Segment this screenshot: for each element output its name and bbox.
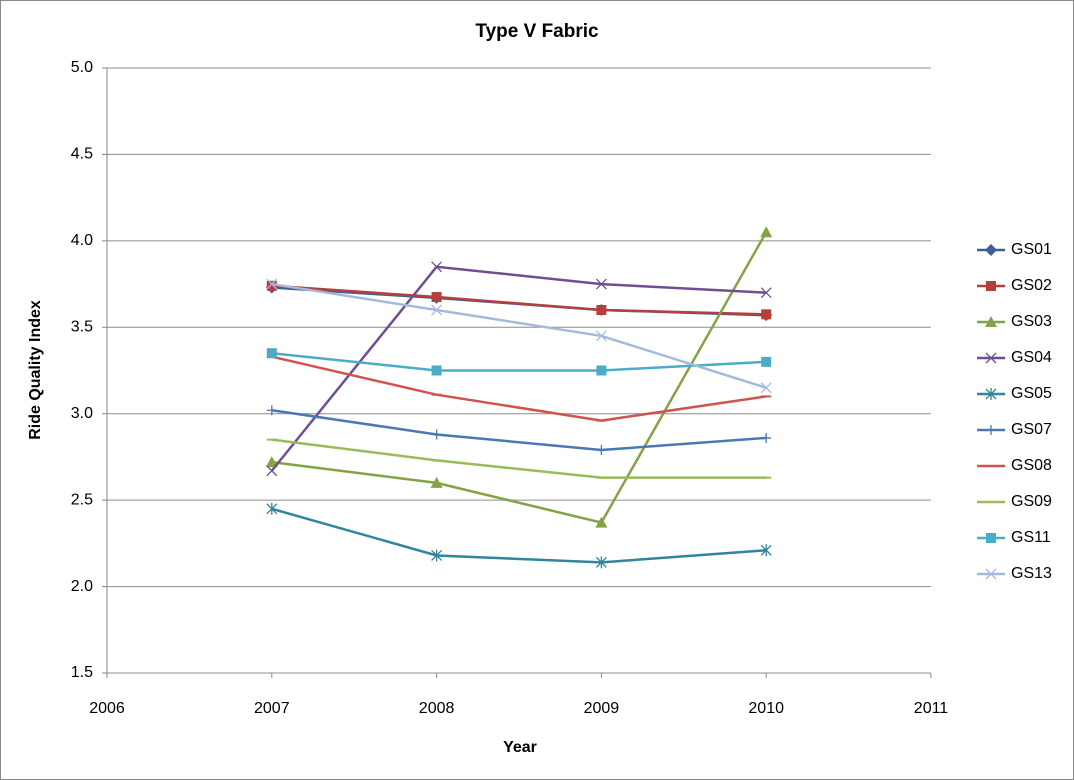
marker xyxy=(596,305,607,315)
marker xyxy=(595,330,607,342)
x-axis-label: Year xyxy=(503,739,537,756)
marker xyxy=(761,309,772,320)
series-line xyxy=(271,231,768,525)
marker xyxy=(431,292,442,303)
marker xyxy=(760,226,773,238)
x-tick-label: 2007 xyxy=(254,700,290,717)
marker xyxy=(595,278,607,290)
marker xyxy=(761,356,772,367)
marker xyxy=(266,465,278,477)
y-tick-label: 3.0 xyxy=(71,405,93,422)
legend-label: GS03 xyxy=(1011,313,1052,330)
marker xyxy=(431,365,442,376)
marker xyxy=(985,568,997,580)
y-tick-label: 3.5 xyxy=(71,319,93,336)
marker xyxy=(986,533,996,543)
marker xyxy=(596,365,607,376)
x-tick-label: 2011 xyxy=(914,700,949,717)
series-line xyxy=(271,351,767,372)
y-axis-label: Ride Quality Index xyxy=(27,300,44,440)
series-line xyxy=(271,355,767,422)
legend-label: GS09 xyxy=(1011,493,1052,510)
series-line xyxy=(271,284,767,316)
legend-label: GS13 xyxy=(1011,565,1052,582)
legend-label: GS02 xyxy=(1011,277,1052,294)
marker xyxy=(595,516,608,528)
marker xyxy=(595,556,607,569)
marker xyxy=(431,304,443,316)
marker xyxy=(266,502,278,515)
marker xyxy=(431,429,442,440)
x-tick-label: 2006 xyxy=(89,700,125,717)
legend-label: GS08 xyxy=(1011,457,1052,474)
marker xyxy=(760,544,772,557)
series-line xyxy=(271,282,767,389)
legend-label: GS01 xyxy=(1011,241,1052,258)
marker xyxy=(761,432,772,443)
legend-label: GS11 xyxy=(1011,529,1051,546)
legend-label: GS04 xyxy=(1011,349,1052,366)
x-tick-label: 2008 xyxy=(419,700,455,717)
series-line xyxy=(271,438,767,479)
marker xyxy=(431,261,443,273)
marker xyxy=(431,549,443,562)
x-tick-label: 2010 xyxy=(748,700,784,717)
marker xyxy=(266,348,277,359)
marker xyxy=(760,382,772,394)
marker xyxy=(985,244,997,256)
chart-title: Type V Fabric xyxy=(475,21,599,42)
series-line xyxy=(271,507,767,564)
marker xyxy=(986,281,996,291)
x-tick-label: 2009 xyxy=(584,700,620,717)
marker xyxy=(596,445,607,456)
marker xyxy=(266,280,277,291)
y-tick-label: 1.5 xyxy=(71,664,93,681)
y-tick-label: 5.0 xyxy=(71,59,93,76)
series-line xyxy=(271,409,767,452)
y-tick-label: 2.0 xyxy=(71,578,93,595)
legend-label: GS05 xyxy=(1011,385,1052,402)
y-tick-label: 4.5 xyxy=(71,146,93,163)
series-line xyxy=(270,265,767,472)
y-tick-label: 4.0 xyxy=(71,232,93,249)
marker xyxy=(985,316,997,327)
marker xyxy=(986,425,996,435)
legend-label: GS07 xyxy=(1011,421,1052,438)
marker xyxy=(266,405,277,416)
y-tick-label: 2.5 xyxy=(71,491,93,508)
marker xyxy=(430,476,443,488)
marker xyxy=(265,456,278,468)
marker xyxy=(985,388,997,400)
marker xyxy=(760,287,772,299)
marker xyxy=(266,278,278,290)
marker xyxy=(985,352,997,364)
